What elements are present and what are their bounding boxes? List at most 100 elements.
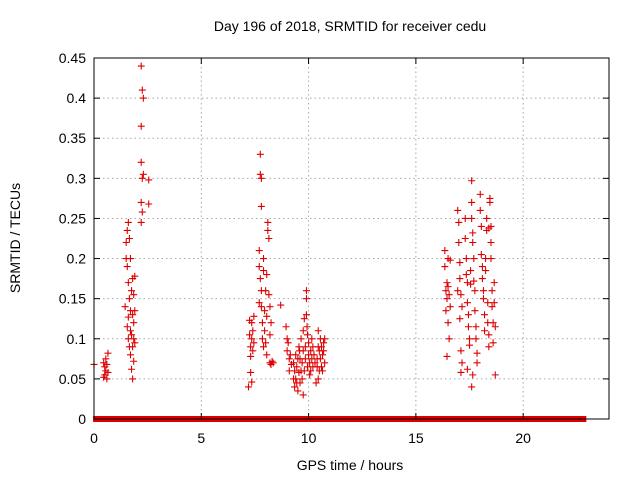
data-point <box>481 327 489 335</box>
data-point <box>247 368 255 376</box>
data-point <box>266 331 274 339</box>
data-point <box>299 327 307 335</box>
data-point <box>469 229 477 237</box>
data-point <box>299 391 307 399</box>
data-point <box>479 295 487 303</box>
data-point <box>456 275 464 283</box>
data-point <box>443 279 451 287</box>
data-point <box>256 275 264 283</box>
data-point <box>249 347 257 355</box>
data-point <box>488 287 496 295</box>
data-point <box>464 311 472 319</box>
data-point <box>262 287 270 295</box>
data-point <box>247 343 255 351</box>
data-point <box>124 218 132 226</box>
data-point <box>311 359 319 367</box>
data-point <box>442 307 450 315</box>
data-point <box>269 359 277 367</box>
data-point <box>257 174 265 182</box>
data-point <box>130 319 138 327</box>
data-point <box>477 251 485 259</box>
data-point <box>457 368 465 376</box>
y-tick-label: 0.3 <box>67 170 87 186</box>
data-point <box>443 352 451 360</box>
data-point <box>306 371 314 379</box>
data-point <box>486 198 494 206</box>
data-point <box>469 239 477 247</box>
data-point <box>462 255 470 263</box>
data-point <box>470 277 478 285</box>
data-point <box>124 279 132 287</box>
data-point <box>284 339 292 347</box>
data-point <box>245 383 252 391</box>
data-point <box>124 313 132 321</box>
data-point <box>466 335 474 343</box>
data-point <box>321 335 329 343</box>
data-point <box>145 200 153 208</box>
data-point <box>454 287 462 295</box>
data-point <box>131 339 139 347</box>
data-point <box>470 255 478 263</box>
data-point <box>319 367 327 375</box>
x-tick-label: 5 <box>197 430 205 446</box>
data-point <box>468 383 476 391</box>
data-point <box>307 347 315 355</box>
data-point <box>469 371 477 379</box>
y-tick-label: 0.45 <box>59 50 86 66</box>
data-point <box>301 343 309 351</box>
data-point <box>129 311 137 319</box>
data-point <box>484 299 492 307</box>
data-point <box>255 299 263 307</box>
data-point <box>320 339 328 347</box>
data-point <box>256 170 264 178</box>
data-point <box>293 363 301 371</box>
data-point <box>265 291 273 299</box>
data-point <box>264 226 272 234</box>
data-point <box>139 170 147 178</box>
data-point <box>292 375 300 383</box>
data-point <box>461 214 469 222</box>
data-point <box>464 323 472 331</box>
data-point <box>310 351 318 359</box>
data-point <box>261 307 269 315</box>
data-point <box>457 347 465 355</box>
data-point <box>137 62 145 70</box>
data-point <box>282 323 290 331</box>
data-point <box>138 208 146 216</box>
data-point <box>130 291 138 299</box>
data-point <box>277 301 285 309</box>
data-point <box>485 331 493 339</box>
data-point <box>463 365 471 373</box>
data-point <box>301 355 309 363</box>
data-point <box>471 287 479 295</box>
data-point <box>444 319 452 327</box>
plot-frame <box>93 57 610 420</box>
data-point <box>123 226 131 234</box>
data-point <box>137 218 145 226</box>
grid-lines <box>94 58 609 419</box>
data-point <box>250 339 258 347</box>
data-point <box>473 359 481 367</box>
x-tick-label: 20 <box>515 430 531 446</box>
data-point <box>471 307 479 315</box>
data-point <box>487 239 495 247</box>
data-point <box>250 312 258 320</box>
data-point <box>442 287 450 295</box>
data-point <box>246 331 254 339</box>
data-point <box>121 303 129 311</box>
data-point <box>249 327 257 335</box>
data-point <box>468 177 476 185</box>
data-point <box>302 287 310 295</box>
data-point <box>490 279 498 287</box>
data-point <box>145 176 153 184</box>
data-point <box>283 347 291 355</box>
data-point <box>104 368 112 376</box>
data-point <box>128 365 136 373</box>
data-point <box>302 311 310 319</box>
data-point <box>260 267 268 275</box>
data-point <box>247 352 255 360</box>
data-point <box>123 263 131 271</box>
data-point <box>307 367 315 375</box>
data-point <box>130 335 138 343</box>
data-point <box>317 343 325 351</box>
